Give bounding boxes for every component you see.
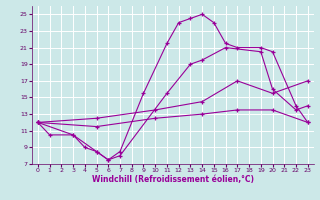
X-axis label: Windchill (Refroidissement éolien,°C): Windchill (Refroidissement éolien,°C) bbox=[92, 175, 254, 184]
